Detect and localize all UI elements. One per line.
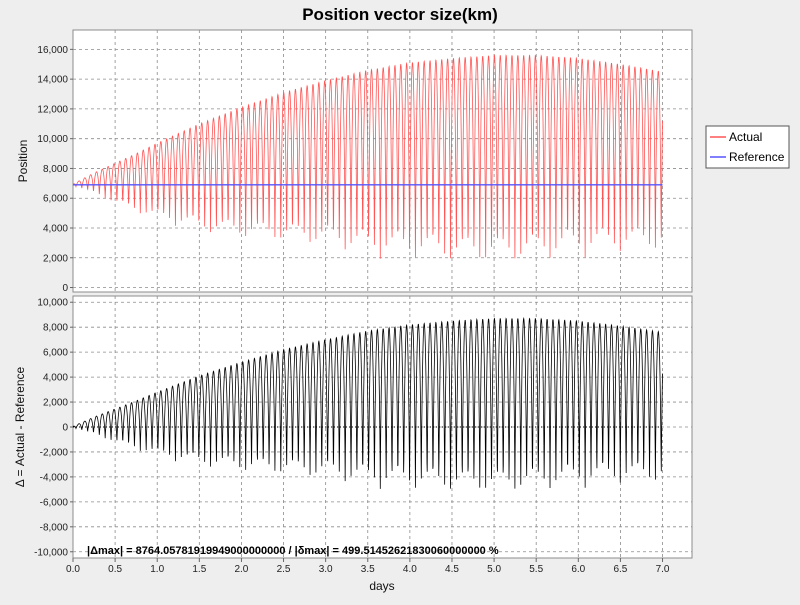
x-tick-label: 2.5 <box>277 564 291 575</box>
y-tick-label: 0 <box>62 283 68 294</box>
top-y-ticks: 0 2,000 4,000 6,000 8,000 10,000 12,000 14,000 1… <box>37 45 73 294</box>
delta-series-line <box>72 317 663 489</box>
x-tick-label: 4.5 <box>445 564 459 575</box>
x-tick-label: 0.0 <box>66 564 80 575</box>
x-tick-label: 5.5 <box>529 564 543 575</box>
bottom-grid <box>72 296 692 558</box>
legend-label-actual: Actual <box>729 130 762 144</box>
legend-box <box>705 125 790 169</box>
x-tick-label: 3.0 <box>319 564 333 575</box>
x-tick-label: 3.5 <box>361 564 375 575</box>
x-tick-label: 6.0 <box>571 564 585 575</box>
legend-label-reference: Reference <box>729 150 785 164</box>
bottom-series-group <box>72 317 663 489</box>
x-tick-label: 1.5 <box>192 564 206 575</box>
y-tick-label: 10,000 <box>37 298 68 309</box>
chart-title: Position vector size(km) <box>302 5 498 24</box>
x-axis-label: days <box>369 579 394 593</box>
y-tick-label: 14,000 <box>37 75 68 86</box>
x-tick-label: 4.0 <box>403 564 417 575</box>
delta-stats-text: |Δmax| = 8764.05781919949000000000 / |δm… <box>87 545 499 557</box>
x-tick-label: 1.0 <box>150 564 164 575</box>
y-tick-label: 0 <box>62 423 68 434</box>
y-tick-label: 6,000 <box>43 348 68 359</box>
y-tick-label: -8,000 <box>40 522 69 533</box>
bottom-y-axis-label: Δ = Actual - Reference <box>13 366 27 487</box>
y-tick-label: 6,000 <box>43 194 68 205</box>
y-tick-label: 16,000 <box>37 45 68 56</box>
x-tick-label: 7.0 <box>656 564 670 575</box>
y-tick-label: 8,000 <box>43 323 68 334</box>
y-tick-label: 10,000 <box>37 134 68 145</box>
y-tick-label: 8,000 <box>43 164 68 175</box>
top-series-group <box>72 54 663 259</box>
y-tick-label: -4,000 <box>40 472 69 483</box>
x-tick-label: 2.0 <box>234 564 248 575</box>
y-tick-label: 4,000 <box>43 223 68 234</box>
actual-series-line <box>72 54 663 259</box>
y-tick-label: 12,000 <box>37 104 68 115</box>
top-y-axis-label: Position <box>16 140 30 183</box>
y-tick-label: -2,000 <box>40 447 69 458</box>
y-tick-label: -10,000 <box>34 547 68 558</box>
x-tick-label: 5.0 <box>487 564 501 575</box>
x-ticks: 0.0 0.5 1.0 1.5 2.0 2.5 3.0 3.5 4.0 4.5 5.0 5.5 6.0 6… <box>66 558 670 575</box>
y-tick-label: 4,000 <box>43 373 68 384</box>
x-tick-label: 6.5 <box>613 564 627 575</box>
x-tick-label: 0.5 <box>108 564 122 575</box>
legend: Actual Reference <box>705 125 790 169</box>
y-tick-label: 2,000 <box>43 398 68 409</box>
y-tick-label: -6,000 <box>40 497 69 508</box>
y-tick-label: 2,000 <box>43 253 68 264</box>
bottom-y-ticks: -10,000 -8,000 -6,000 -4,000 -2,000 0 2,000 4,0… <box>34 298 73 558</box>
